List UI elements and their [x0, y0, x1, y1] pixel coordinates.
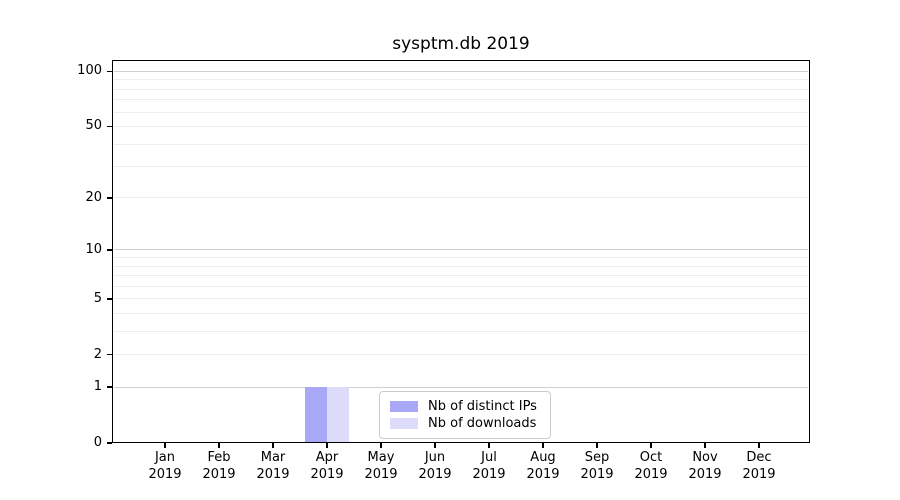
year-label: 2019: [256, 466, 290, 482]
gridline-minor: [114, 354, 808, 356]
x-axis-tick-label: Sep 2019: [567, 450, 627, 483]
x-axis-tick: [488, 443, 490, 448]
month-label: Apr: [315, 450, 339, 465]
month-label: Sep: [584, 450, 610, 465]
gridline-minor: [114, 265, 808, 267]
y-axis-tick-label: 10: [85, 241, 102, 257]
year-label: 2019: [418, 466, 452, 482]
gridline-minor: [114, 197, 808, 199]
x-axis-tick-label: Dec 2019: [729, 450, 789, 483]
gridline-minor: [114, 99, 808, 101]
y-axis-tick: [107, 197, 112, 199]
x-axis-tick: [542, 443, 544, 448]
x-axis-tick: [596, 443, 598, 448]
x-axis-tick-label: Nov 2019: [675, 450, 735, 483]
x-axis-tick: [434, 443, 436, 448]
year-label: 2019: [310, 466, 344, 482]
gridline-minor: [114, 298, 808, 300]
year-label: 2019: [688, 466, 722, 482]
y-axis-tick-label: 20: [85, 189, 102, 205]
gridline-minor: [114, 312, 808, 314]
x-axis-tick-label: May 2019: [351, 450, 411, 483]
year-label: 2019: [364, 466, 398, 482]
gridline-minor: [114, 111, 808, 113]
y-axis-tick-label: 1: [93, 379, 102, 395]
y-axis-tick: [107, 442, 112, 444]
x-axis-tick-label: Aug 2019: [513, 450, 573, 483]
year-label: 2019: [472, 466, 506, 482]
year-label: 2019: [526, 466, 560, 482]
month-label: May: [367, 450, 395, 465]
x-axis-tick-label: Jun 2019: [405, 450, 465, 483]
y-axis-tick: [107, 70, 112, 73]
y-axis-tick-label: 2: [93, 346, 102, 362]
x-axis-tick: [164, 443, 166, 448]
y-axis-tick: [107, 249, 112, 251]
x-axis-tick-label: Feb 2019: [189, 450, 249, 483]
month-label: Jun: [424, 450, 446, 465]
legend: Nb of distinct IPs Nb of downloads: [379, 391, 551, 439]
y-axis-tick: [107, 353, 112, 356]
gridline-minor: [114, 166, 808, 168]
legend-swatch-distinct-ips: [390, 401, 418, 412]
year-label: 2019: [148, 466, 182, 482]
y-axis-tick-label: 50: [85, 118, 102, 134]
legend-label: Nb of distinct IPs: [428, 399, 537, 414]
legend-item: Nb of distinct IPs: [390, 398, 542, 415]
y-axis-tick-label: 0: [93, 435, 102, 450]
x-axis-tick-label: Mar 2019: [243, 450, 303, 483]
year-label: 2019: [742, 466, 776, 482]
x-axis-tick: [704, 443, 706, 448]
x-axis-tick-label: Apr 2019: [297, 450, 357, 483]
y-axis-tick-label: 5: [93, 290, 102, 306]
year-label: 2019: [634, 466, 668, 482]
y-axis-tick: [107, 125, 112, 128]
x-axis-tick: [272, 443, 274, 448]
gridline-minor: [114, 275, 808, 277]
gridline-major: [114, 386, 808, 388]
gridline-major: [114, 70, 808, 72]
gridline-major: [114, 249, 808, 251]
gridline-minor: [114, 79, 808, 81]
x-axis-tick: [380, 443, 382, 448]
legend-label: Nb of downloads: [428, 416, 537, 431]
y-axis-tick: [107, 298, 112, 300]
gridline-minor: [114, 330, 808, 332]
month-label: Nov: [692, 450, 718, 465]
bar-nb-of-downloads: [327, 387, 349, 443]
x-axis-tick: [758, 443, 760, 448]
legend-item: Nb of downloads: [390, 415, 542, 432]
gridline-minor: [114, 285, 808, 287]
month-label: Jul: [481, 450, 497, 465]
gridline-minor: [114, 125, 808, 127]
y-axis-tick: [107, 386, 112, 388]
y-axis-tick-label: 100: [77, 63, 102, 79]
legend-swatch-downloads: [390, 418, 418, 429]
gridline-minor: [114, 88, 808, 90]
month-label: Feb: [207, 450, 231, 465]
x-axis-tick-label: Jul 2019: [459, 450, 519, 483]
x-axis-tick-label: Oct 2019: [621, 450, 681, 483]
x-axis-tick-label: Jan 2019: [135, 450, 195, 483]
month-label: Oct: [639, 450, 663, 465]
gridline-minor: [114, 257, 808, 259]
x-axis-tick: [650, 443, 652, 448]
month-label: Mar: [260, 450, 286, 465]
x-axis-tick: [218, 443, 220, 448]
year-label: 2019: [202, 466, 236, 482]
chart-title: sysptm.db 2019: [392, 34, 530, 54]
month-label: Aug: [530, 450, 556, 465]
bar-nb-of-distinct-ips: [305, 387, 327, 443]
month-label: Jan: [154, 450, 176, 465]
x-axis-tick: [326, 443, 328, 448]
month-label: Dec: [746, 450, 772, 465]
plot-area: [112, 60, 810, 443]
year-label: 2019: [580, 466, 614, 482]
gridline-minor: [114, 143, 808, 145]
